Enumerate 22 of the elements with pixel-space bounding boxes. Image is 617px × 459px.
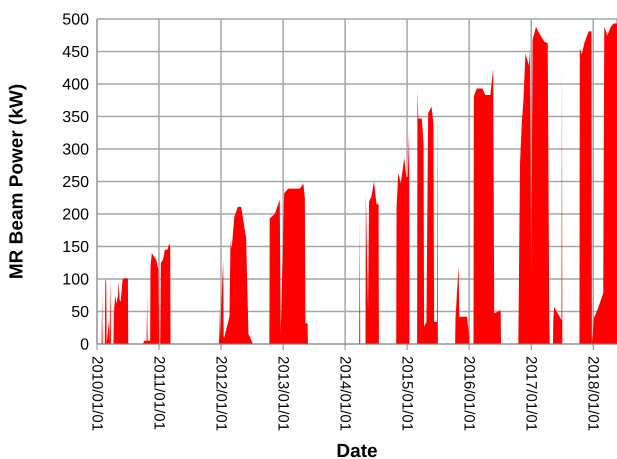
y-tick-label: 150 xyxy=(62,239,90,256)
y-tick-label: 0 xyxy=(80,336,90,354)
x-axis-title: Date xyxy=(336,441,378,459)
y-tick-label: 450 xyxy=(62,44,90,62)
y-tick-label: 250 xyxy=(62,174,90,192)
y-tick-label: 400 xyxy=(62,76,90,94)
y-axis-title: MR Beam Power (kW) xyxy=(6,84,28,280)
x-tick-label: 2017/01/01 xyxy=(522,356,540,432)
x-tick-label: 2011/01/01 xyxy=(150,356,168,430)
x-tick-label: 2016/01/01 xyxy=(460,356,478,432)
x-tick-label: 2018/01/01 xyxy=(584,356,602,432)
x-tick-label: 2010/01/01 xyxy=(88,356,106,432)
y-tick-label: 500 xyxy=(62,12,90,29)
y-tick-label: 100 xyxy=(62,272,90,289)
y-tick-label: 300 xyxy=(62,142,90,159)
x-tick-label: 2014/01/01 xyxy=(336,356,354,432)
y-tick-label: 350 xyxy=(62,109,90,126)
x-tick-label: 2012/01/01 xyxy=(212,356,230,432)
x-tick-label: 2015/01/01 xyxy=(398,356,416,432)
y-tick-label: 50 xyxy=(71,304,90,322)
y-tick-label: 200 xyxy=(62,206,90,224)
x-tick-label: 2013/01/01 xyxy=(274,356,292,432)
